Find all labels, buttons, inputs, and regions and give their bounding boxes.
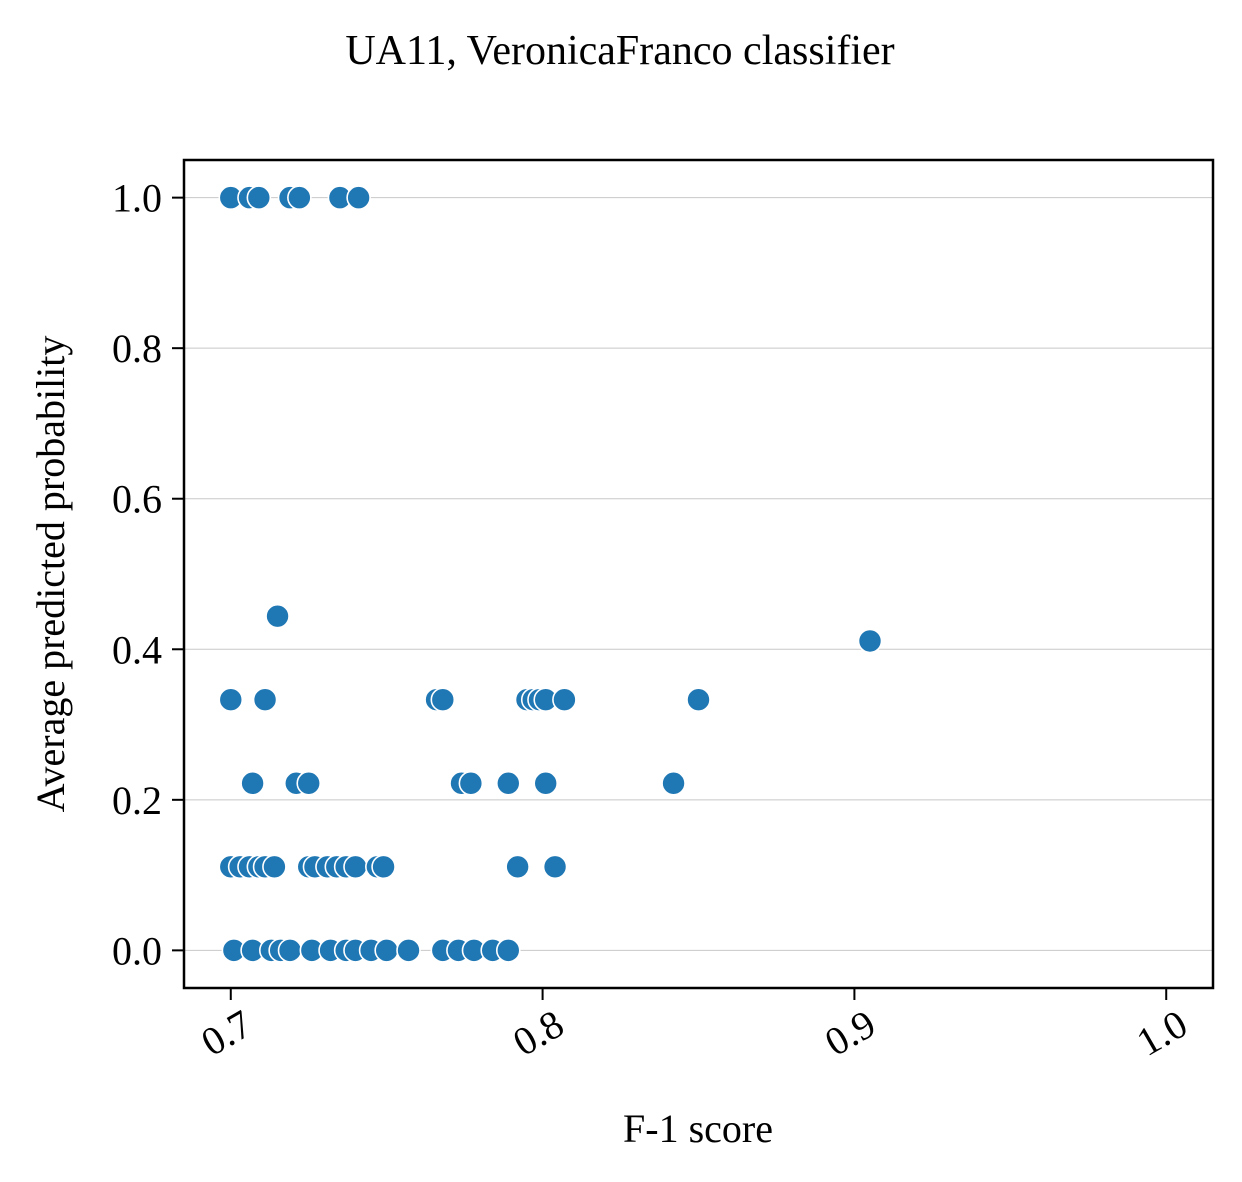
data-point xyxy=(218,687,244,713)
x-axis-label: F-1 score xyxy=(623,1106,773,1151)
y-tick-label: 0.6 xyxy=(112,477,162,522)
data-point xyxy=(246,185,272,210)
x-axis-ticks: 0.7 0.8 0.9 1.0 xyxy=(193,988,1195,1065)
x-tick-label: 0.9 xyxy=(817,1001,883,1065)
plot-frame xyxy=(182,158,1215,990)
y-tick-label: 0.0 xyxy=(112,928,162,973)
data-point xyxy=(265,603,290,629)
chart-title: UA11, VeronicaFranco classifier xyxy=(345,28,894,74)
data-point xyxy=(458,770,484,796)
y-tick-label: 1.0 xyxy=(112,176,162,221)
data-point xyxy=(533,770,559,796)
data-point xyxy=(396,938,421,963)
data-point xyxy=(505,854,530,880)
scatter-points xyxy=(218,185,883,963)
data-point xyxy=(552,687,577,713)
data-point xyxy=(240,770,265,796)
data-point xyxy=(343,854,368,880)
x-tick-label: 0.7 xyxy=(193,1001,259,1065)
y-tick-label: 0.4 xyxy=(112,627,162,672)
data-point xyxy=(287,185,312,210)
data-point xyxy=(495,938,521,963)
data-point xyxy=(277,938,303,963)
gridlines xyxy=(184,197,1213,951)
data-point xyxy=(661,770,686,796)
x-tick-label: 1.0 xyxy=(1129,1001,1195,1065)
data-point xyxy=(542,854,568,880)
data-point xyxy=(430,687,456,713)
data-point xyxy=(495,770,521,796)
data-point xyxy=(262,854,287,880)
y-axis-ticks: 0.0 0.2 0.4 0.6 0.8 1.0 xyxy=(112,176,184,973)
y-tick-label: 0.2 xyxy=(112,778,162,823)
x-tick-label: 0.8 xyxy=(505,1001,571,1065)
data-point xyxy=(346,185,371,210)
data-point xyxy=(686,687,711,713)
data-point xyxy=(371,854,396,880)
data-point xyxy=(857,628,883,654)
data-point xyxy=(252,687,278,713)
data-point xyxy=(296,770,322,796)
data-point xyxy=(374,938,399,963)
y-tick-label: 0.8 xyxy=(112,326,162,371)
y-axis-label: Average predicted probability xyxy=(28,336,73,813)
